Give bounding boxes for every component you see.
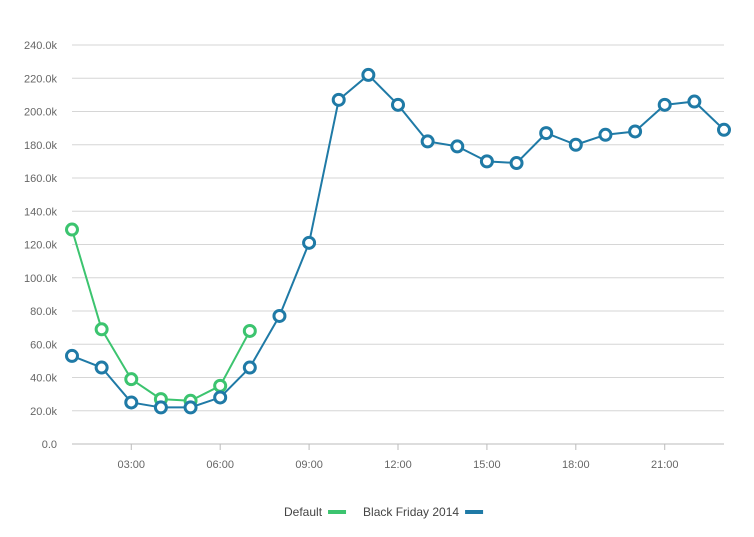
x-tick-label: 15:00 bbox=[473, 459, 501, 471]
y-tick-label: 40.0k bbox=[30, 373, 57, 385]
data-point[interactable] bbox=[509, 156, 524, 171]
data-point[interactable] bbox=[450, 139, 465, 154]
data-point[interactable] bbox=[628, 124, 643, 139]
data-point[interactable] bbox=[213, 378, 228, 393]
data-point[interactable] bbox=[124, 372, 139, 387]
data-point[interactable] bbox=[242, 360, 257, 375]
legend-label: Default bbox=[284, 505, 323, 519]
data-point[interactable] bbox=[420, 134, 435, 149]
x-tick-label: 03:00 bbox=[118, 459, 146, 471]
y-tick-label: 200.0k bbox=[24, 107, 58, 119]
series-line bbox=[71, 73, 725, 409]
data-point[interactable] bbox=[65, 348, 79, 363]
series-lines bbox=[65, 67, 731, 415]
x-tick-label: 06:00 bbox=[206, 459, 234, 471]
x-axis bbox=[72, 443, 724, 450]
data-point[interactable] bbox=[242, 323, 257, 338]
data-point[interactable] bbox=[687, 94, 702, 109]
y-tick-label: 0.0 bbox=[42, 439, 57, 451]
data-point[interactable] bbox=[331, 92, 346, 107]
y-axis-tick-labels: 0.0 20.0k 40.0k 60.0k 80.0k 100.0k 120.0k 140.0… bbox=[24, 40, 58, 451]
data-point[interactable] bbox=[539, 126, 554, 141]
legend-label: Black Friday 2014 bbox=[363, 505, 459, 519]
data-point[interactable] bbox=[272, 308, 287, 323]
x-tick-label: 09:00 bbox=[295, 459, 323, 471]
data-point[interactable] bbox=[302, 235, 317, 250]
y-tick-label: 220.0k bbox=[24, 73, 58, 85]
data-point[interactable] bbox=[361, 67, 376, 82]
data-point[interactable] bbox=[717, 122, 731, 137]
y-tick-label: 80.0k bbox=[30, 306, 57, 318]
data-point[interactable] bbox=[568, 137, 583, 152]
legend-item[interactable]: Default bbox=[284, 505, 347, 519]
series-line bbox=[71, 229, 251, 402]
legend: Default Black Friday 2014 bbox=[284, 505, 484, 519]
legend-item[interactable]: Black Friday 2014 bbox=[363, 505, 484, 519]
data-point[interactable] bbox=[94, 322, 109, 337]
data-point[interactable] bbox=[65, 222, 79, 237]
x-axis-tick-labels: 03:00 06:00 09:00 12:00 15:00 18:00 21:00 bbox=[118, 459, 679, 471]
y-tick-label: 240.0k bbox=[24, 40, 58, 52]
data-point[interactable] bbox=[479, 154, 494, 169]
x-tick-label: 21:00 bbox=[651, 459, 679, 471]
data-point[interactable] bbox=[183, 400, 198, 415]
y-tick-label: 140.0k bbox=[24, 206, 58, 218]
data-point[interactable] bbox=[598, 127, 613, 142]
y-tick-label: 120.0k bbox=[24, 240, 58, 252]
data-point[interactable] bbox=[391, 97, 405, 112]
data-point[interactable] bbox=[124, 395, 139, 410]
y-tick-label: 100.0k bbox=[24, 273, 58, 285]
grid-lines bbox=[72, 44, 724, 412]
y-tick-label: 160.0k bbox=[24, 173, 58, 185]
x-tick-label: 18:00 bbox=[562, 459, 590, 471]
y-tick-label: 60.0k bbox=[30, 339, 57, 351]
y-tick-label: 20.0k bbox=[30, 406, 57, 418]
data-point[interactable] bbox=[153, 400, 168, 415]
data-point[interactable] bbox=[213, 390, 228, 405]
x-tick-label: 12:00 bbox=[384, 459, 412, 471]
data-point[interactable] bbox=[94, 360, 109, 375]
data-point[interactable] bbox=[657, 97, 672, 112]
y-tick-label: 180.0k bbox=[24, 140, 58, 152]
series-default bbox=[65, 222, 257, 408]
series-black-friday-2014 bbox=[65, 67, 731, 415]
